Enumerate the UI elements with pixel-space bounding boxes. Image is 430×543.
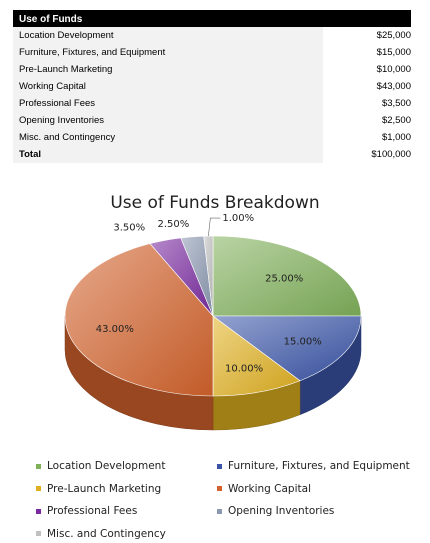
- use-of-funds-table: Use of Funds Location Development $25,000…: [13, 10, 411, 163]
- legend-swatch: [217, 486, 222, 491]
- row-amount: $25,000: [376, 30, 411, 41]
- legend-swatch: [36, 486, 41, 491]
- row-label: Furniture, Fixtures, and Equipment: [19, 47, 166, 58]
- legend-label: Professional Fees: [47, 505, 138, 517]
- chart-legend: Location Development Furniture, Fixtures,…: [0, 185, 430, 543]
- table-row: Professional Fees $3,500: [13, 95, 411, 112]
- pie-chart: Use of Funds Breakdown 25.00% 15.00% 10.00…: [0, 185, 430, 543]
- data-label: 25.00%: [265, 274, 303, 285]
- table-row: Furniture, Fixtures, and Equipment $15,00…: [13, 44, 411, 61]
- pie-chart-svg: 25.00% 15.00% 10.00% 43.00% 3.50% 2.50% 1.00%: [64, 213, 362, 431]
- pie-sides: [64, 315, 362, 431]
- data-label: 43.00%: [96, 324, 134, 335]
- row-amount: $100,000: [371, 149, 411, 160]
- legend-item: Opening Inventories: [217, 505, 334, 517]
- legend-item: Pre-Launch Marketing: [36, 483, 161, 495]
- table-row: Pre-Launch Marketing $10,000: [13, 61, 411, 78]
- table-row: Location Development $25,000: [13, 27, 411, 44]
- legend-item: Misc. and Contingency: [36, 528, 166, 540]
- data-label: 1.00%: [222, 213, 254, 224]
- data-label: 3.50%: [113, 223, 145, 234]
- legend-label: Misc. and Contingency: [47, 527, 166, 540]
- row-amount: $2,500: [381, 115, 411, 126]
- legend-item: Furniture, Fixtures, and Equipment: [217, 460, 410, 472]
- pie-labels: 25.00% 15.00% 10.00% 43.00% 3.50% 2.50% 1.00%: [96, 213, 322, 375]
- table-row: Opening Inventories $2,500: [13, 112, 411, 129]
- legend-swatch: [217, 463, 222, 469]
- legend-label: Furniture, Fixtures, and Equipment: [228, 460, 410, 472]
- table-body: Location Development $25,000 Furniture, Fi…: [13, 27, 411, 163]
- legend-label: Pre-Launch Marketing: [47, 482, 162, 495]
- row-label: Location Development: [19, 30, 114, 41]
- row-amount: $43,000: [376, 81, 411, 92]
- data-label: 15.00%: [284, 337, 322, 348]
- legend-swatch: [36, 531, 41, 536]
- pie-slice: [212, 315, 301, 397]
- data-label: 10.00%: [225, 364, 263, 375]
- legend-label: Working Capital: [228, 482, 311, 495]
- row-amount: $3,500: [381, 98, 411, 109]
- legend-label: Opening Inventories: [228, 505, 335, 517]
- row-amount: $1,000: [381, 132, 411, 143]
- pie-tops: [64, 235, 362, 397]
- row-label: Professional Fees: [19, 98, 96, 109]
- legend-item: Professional Fees: [36, 505, 137, 517]
- legend-swatch: [36, 508, 41, 514]
- table-row: Misc. and Contingency $1,000: [13, 129, 411, 146]
- leader-line: [208, 217, 221, 237]
- pie-slice: [64, 243, 214, 397]
- legend-item: Working Capital: [217, 483, 311, 495]
- legend-item: Location Development: [36, 460, 165, 472]
- row-label: Misc. and Contingency: [19, 132, 116, 143]
- row-amount: $15,000: [376, 47, 411, 58]
- legend-swatch: [217, 508, 222, 514]
- data-label: 2.50%: [158, 219, 190, 230]
- row-amount: $10,000: [376, 64, 411, 75]
- row-label: Working Capital: [19, 81, 86, 92]
- pie-slice: [212, 315, 362, 382]
- row-label: Pre-Launch Marketing: [19, 64, 113, 75]
- legend-label: Location Development: [47, 460, 166, 472]
- chart-title: Use of Funds Breakdown: [110, 193, 320, 213]
- table-total-row: Total $100,000: [13, 146, 411, 163]
- pie-slice: [203, 235, 214, 317]
- table-header: Use of Funds: [13, 10, 411, 27]
- pie-slice: [212, 235, 362, 317]
- row-label: Total: [19, 149, 41, 160]
- legend-swatch: [36, 463, 41, 469]
- row-label: Opening Inventories: [19, 115, 105, 126]
- table-row: Working Capital $43,000: [13, 78, 411, 95]
